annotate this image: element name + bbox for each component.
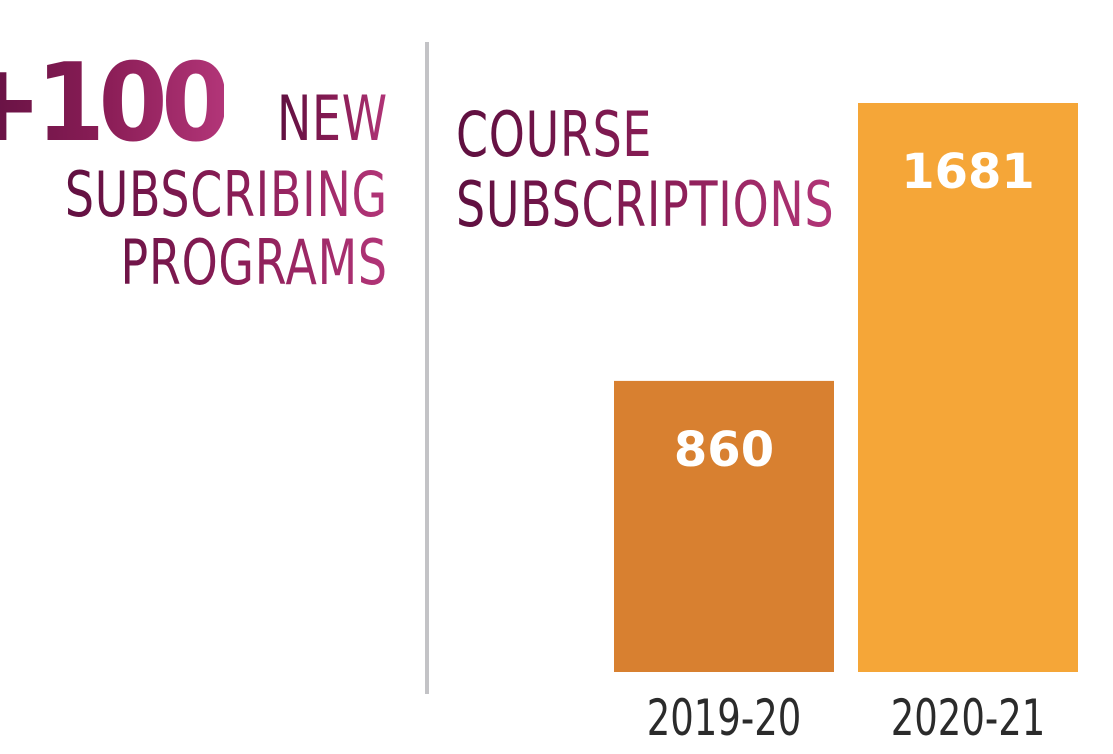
bar-2019-20	[614, 380, 834, 672]
data-label-2019-20: 860	[674, 422, 774, 478]
tick-label-2020-21: 2020-21	[891, 690, 1046, 748]
bar-2020-21	[858, 103, 1078, 672]
stat-number: +100	[0, 50, 231, 158]
stat-word-new: NEW	[277, 82, 388, 155]
stat-block: +100 NEW SUBSCRIBING PROGRAMS	[0, 50, 388, 294]
stat-line-1: +100 NEW	[0, 50, 388, 158]
stat-line-subscribing: SUBSCRIBING	[54, 164, 388, 226]
stat-line-programs: PROGRAMS	[54, 232, 388, 294]
data-label-2020-21: 1681	[901, 144, 1035, 200]
tick-label-2019-20: 2019-20	[647, 690, 802, 748]
vertical-divider	[425, 42, 429, 694]
